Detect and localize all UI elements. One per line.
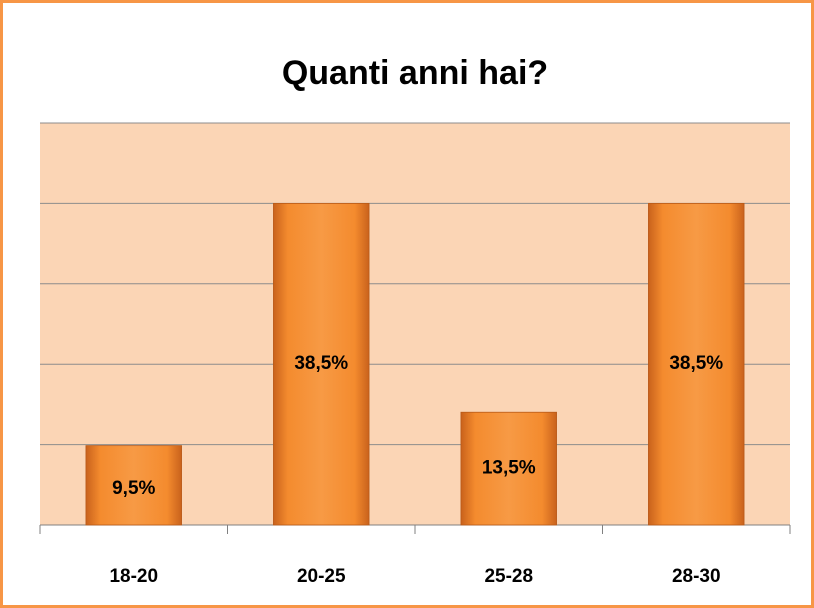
value-label: 13,5% xyxy=(482,458,536,479)
bar xyxy=(460,411,557,526)
x-tick-label: 18-20 xyxy=(109,566,158,587)
value-label: 9,5% xyxy=(112,478,155,499)
value-label: 38,5% xyxy=(669,353,723,374)
chart-title: Quanti anni hai? xyxy=(282,54,548,92)
bar xyxy=(85,445,182,526)
x-tick-label: 28-30 xyxy=(672,566,721,587)
value-label: 38,5% xyxy=(294,353,348,374)
bar xyxy=(273,202,370,526)
x-tick-label: 25-28 xyxy=(484,566,533,587)
x-tick-label: 20-25 xyxy=(297,566,346,587)
bar xyxy=(648,202,745,526)
